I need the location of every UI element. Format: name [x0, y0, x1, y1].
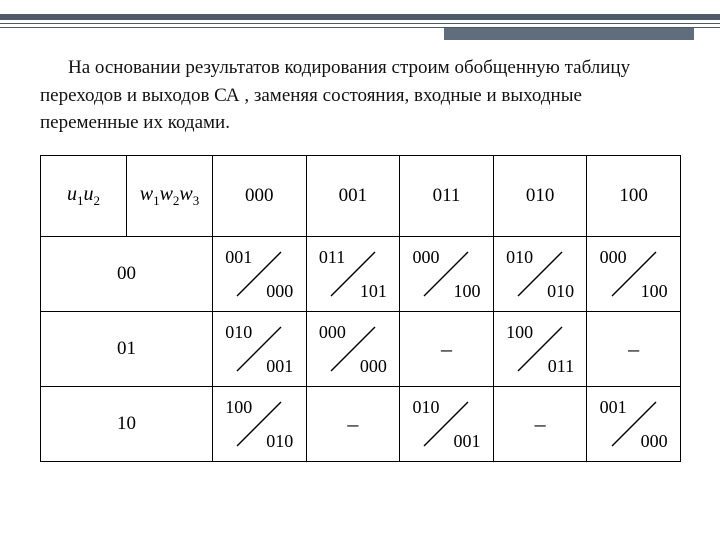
cell-0-0: 001 000	[213, 237, 307, 312]
corner-w-cell: w1w2w3	[127, 156, 213, 237]
frac-bot: 000	[641, 432, 668, 450]
cell-0-3: 010 010	[493, 237, 587, 312]
table-row: 01 010 001 000 000 – 100 011 –	[41, 312, 681, 387]
cell-dash: –	[628, 336, 639, 361]
frac-bot: 100	[641, 282, 668, 300]
corner-u-cell: u1u2	[41, 156, 127, 237]
fraction: 001 000	[213, 237, 306, 311]
corner-w-label: w1w2w3	[140, 183, 200, 205]
fraction: 001 000	[587, 387, 680, 461]
frac-top: 000	[319, 323, 346, 341]
row-header-0: 00	[41, 237, 213, 312]
fraction: 100 011	[494, 312, 587, 386]
fraction: 000 100	[587, 237, 680, 311]
cell-1-2: –	[400, 312, 494, 387]
frac-top: 001	[600, 398, 627, 416]
paragraph-text: На основании результатов кодирования стр…	[40, 54, 680, 137]
decor-bar-thin-1	[0, 23, 720, 24]
col-header-1: 001	[306, 156, 400, 237]
col-header-4: 100	[587, 156, 681, 237]
body-paragraph: На основании результатов кодирования стр…	[40, 54, 680, 137]
cell-1-1: 000 000	[306, 312, 400, 387]
col-header-3: 010	[493, 156, 587, 237]
frac-bot: 101	[360, 282, 387, 300]
frac-top: 100	[225, 398, 252, 416]
fraction: 000 000	[307, 312, 400, 386]
row-header-1: 01	[41, 312, 213, 387]
transition-table: u1u2w1w2w3000001011010100000010000111010…	[40, 155, 680, 462]
col-header-2: 011	[400, 156, 494, 237]
fraction: 010 001	[400, 387, 493, 461]
frac-top: 000	[600, 248, 627, 266]
cell-dash: –	[347, 411, 358, 436]
frac-top: 010	[412, 398, 439, 416]
frac-bot: 000	[266, 282, 293, 300]
corner-u-label: u1u2	[67, 183, 100, 205]
cell-0-1: 011 101	[306, 237, 400, 312]
frac-top: 011	[319, 248, 345, 266]
frac-top: 010	[506, 248, 533, 266]
frac-top: 010	[225, 323, 252, 341]
decor-overlay-block	[444, 28, 694, 40]
table-row: 00 001 000 011 101 000 100 010 010 000 100	[41, 237, 681, 312]
fraction: 010 010	[494, 237, 587, 311]
cell-dash: –	[535, 411, 546, 436]
col-header-0: 000	[213, 156, 307, 237]
frac-bot: 000	[360, 357, 387, 375]
frac-bot: 001	[266, 357, 293, 375]
cell-1-0: 010 001	[213, 312, 307, 387]
frac-top: 000	[412, 248, 439, 266]
fraction: 010 001	[213, 312, 306, 386]
frac-top: 001	[225, 248, 252, 266]
frac-bot: 010	[266, 432, 293, 450]
cell-1-4: –	[587, 312, 681, 387]
frac-top: 100	[506, 323, 533, 341]
frac-bot: 011	[548, 357, 574, 375]
table: u1u2w1w2w3000001011010100000010000111010…	[40, 155, 681, 462]
cell-2-4: 001 000	[587, 387, 681, 462]
slide: На основании результатов кодирования стр…	[0, 0, 720, 540]
cell-2-3: –	[493, 387, 587, 462]
cell-2-0: 100 010	[213, 387, 307, 462]
decor-bar-thick	[0, 14, 720, 20]
cell-1-3: 100 011	[493, 312, 587, 387]
top-decor	[0, 14, 720, 28]
cell-2-2: 010 001	[400, 387, 494, 462]
cell-0-2: 000 100	[400, 237, 494, 312]
frac-bot: 001	[453, 432, 480, 450]
frac-bot: 100	[453, 282, 480, 300]
row-header-2: 10	[41, 387, 213, 462]
fraction: 011 101	[307, 237, 400, 311]
table-row: 10 100 010 – 010 001 – 001 000	[41, 387, 681, 462]
cell-dash: –	[441, 336, 452, 361]
frac-bot: 010	[547, 282, 574, 300]
fraction: 100 010	[213, 387, 306, 461]
fraction: 000 100	[400, 237, 493, 311]
cell-2-1: –	[306, 387, 400, 462]
cell-0-4: 000 100	[587, 237, 681, 312]
